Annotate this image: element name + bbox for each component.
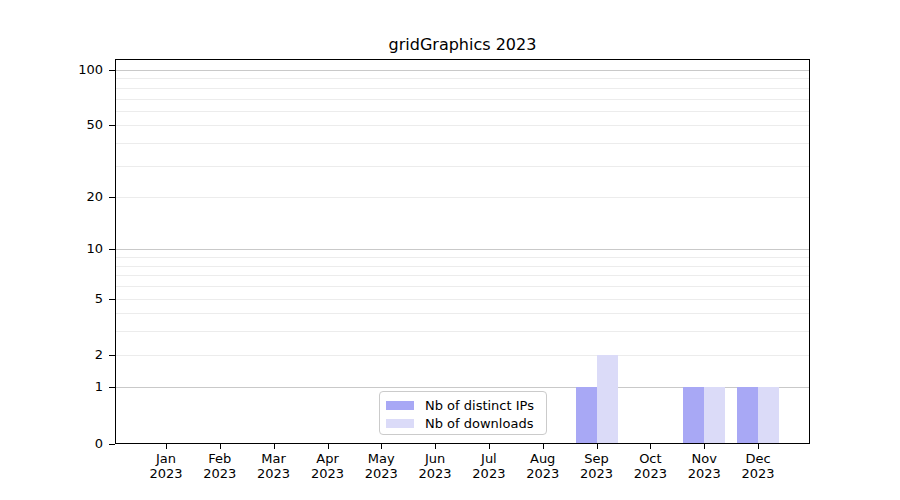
x-tick-label-year: 2023	[407, 466, 463, 481]
x-tick-label-month: Jan	[138, 451, 194, 466]
x-tick-label-month: Mar	[246, 451, 302, 466]
x-tick-label: Aug2023	[515, 451, 571, 481]
plot-area-border	[115, 59, 810, 444]
x-tick-label-year: 2023	[569, 466, 625, 481]
x-tick-label: Nov2023	[676, 451, 732, 481]
y-tick-label: 5	[50, 291, 103, 307]
x-tick-label-year: 2023	[461, 466, 517, 481]
y-tick-mark	[109, 249, 115, 250]
x-tick-mark	[328, 444, 329, 449]
x-tick-label-month: Oct	[622, 451, 678, 466]
x-tick-label-year: 2023	[622, 466, 678, 481]
chart-title: gridGraphics 2023	[115, 36, 810, 54]
y-tick-mark	[109, 70, 115, 71]
legend-label-distinct-ips: Nb of distinct IPs	[425, 398, 534, 413]
x-tick-label-month: Apr	[300, 451, 356, 466]
legend: Nb of distinct IPs Nb of downloads	[379, 391, 547, 435]
x-tick-label: Jun2023	[407, 451, 463, 481]
x-tick-mark	[489, 444, 490, 449]
x-tick-label-month: Nov	[676, 451, 732, 466]
x-tick-label: Apr2023	[300, 451, 356, 481]
x-tick-label-year: 2023	[192, 466, 248, 481]
x-tick-label-year: 2023	[246, 466, 302, 481]
y-tick-label: 1	[50, 379, 103, 395]
x-tick-label: Mar2023	[246, 451, 302, 481]
y-tick-label: 0	[50, 436, 103, 452]
x-tick-mark	[543, 444, 544, 449]
legend-item-downloads: Nb of downloads	[386, 414, 546, 432]
y-tick-label: 10	[50, 241, 103, 257]
x-tick-label-year: 2023	[676, 466, 732, 481]
x-tick-mark	[274, 444, 275, 449]
x-tick-label-month: Dec	[730, 451, 786, 466]
y-tick-mark	[109, 387, 115, 388]
x-tick-mark	[758, 444, 759, 449]
x-tick-label: Jul2023	[461, 451, 517, 481]
y-tick-label: 50	[50, 117, 103, 133]
chart-figure: gridGraphics 2023 0125102050100Jan2023Fe…	[0, 0, 900, 500]
y-tick-mark	[109, 355, 115, 356]
x-tick-label-month: Aug	[515, 451, 571, 466]
x-tick-label: May2023	[353, 451, 409, 481]
y-tick-label: 2	[50, 347, 103, 363]
y-tick-mark	[109, 125, 115, 126]
x-tick-label-month: Jul	[461, 451, 517, 466]
x-tick-mark	[435, 444, 436, 449]
y-tick-mark	[109, 197, 115, 198]
x-tick-label-year: 2023	[730, 466, 786, 481]
y-tick-label: 100	[50, 62, 103, 78]
x-tick-label: Sep2023	[569, 451, 625, 481]
x-tick-label-year: 2023	[353, 466, 409, 481]
legend-item-distinct-ips: Nb of distinct IPs	[386, 396, 546, 414]
x-tick-label-year: 2023	[138, 466, 194, 481]
x-tick-mark	[166, 444, 167, 449]
y-tick-mark	[109, 299, 115, 300]
legend-label-downloads: Nb of downloads	[425, 416, 533, 431]
x-tick-label: Feb2023	[192, 451, 248, 481]
y-tick-label: 20	[50, 189, 103, 205]
x-tick-label-year: 2023	[300, 466, 356, 481]
x-tick-label-month: Sep	[569, 451, 625, 466]
x-tick-label-year: 2023	[515, 466, 571, 481]
x-tick-label-month: Feb	[192, 451, 248, 466]
x-tick-mark	[220, 444, 221, 449]
x-tick-label: Dec2023	[730, 451, 786, 481]
x-tick-label: Oct2023	[622, 451, 678, 481]
x-tick-mark	[597, 444, 598, 449]
y-tick-mark	[109, 444, 115, 445]
x-tick-label-month: May	[353, 451, 409, 466]
x-tick-mark	[650, 444, 651, 449]
x-tick-mark	[704, 444, 705, 449]
x-tick-mark	[381, 444, 382, 449]
legend-swatch-downloads	[386, 419, 414, 428]
x-tick-label-month: Jun	[407, 451, 463, 466]
x-tick-label: Jan2023	[138, 451, 194, 481]
legend-swatch-distinct-ips	[386, 401, 414, 410]
